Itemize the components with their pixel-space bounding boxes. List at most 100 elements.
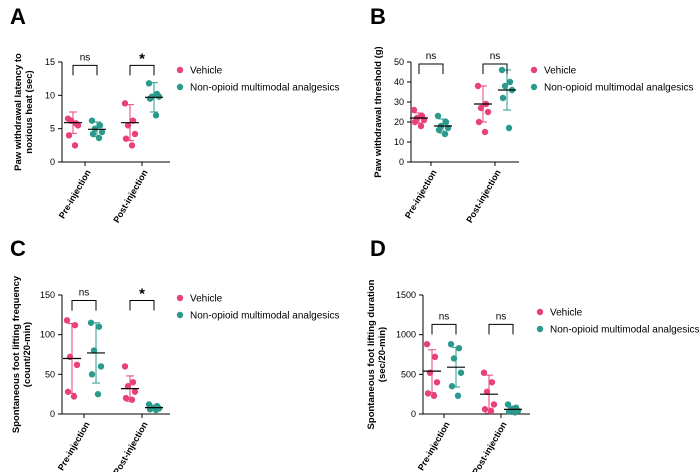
y-tick-label: 5 [50,124,55,134]
data-point [499,94,507,102]
data-point [121,100,129,107]
data-point [441,130,449,138]
data-point [450,355,458,362]
data-point [423,340,431,348]
legend-label: Non-opioid multimodal analgesics [190,311,340,322]
data-point [484,108,492,116]
y-tick-label: 20 [394,117,404,127]
data-point [64,388,72,395]
data-point [71,142,79,149]
data-point [74,122,82,129]
significance-bracket [418,63,444,74]
data-point [430,392,438,399]
significance-bracket [129,64,155,76]
data-point [70,393,78,400]
data-point [483,388,491,395]
x-category-label: Post-injection [111,168,149,225]
data-point [124,122,132,129]
legend-marker [530,66,538,74]
data-point [155,93,163,100]
y-axis-label: Paw withdrawal threshold (g) [373,46,384,177]
legend-marker [176,294,184,302]
panel-letter: B [370,4,386,29]
y-axis-label: Paw withdrawal latency tonoxious heat (s… [13,53,35,171]
y-axis-label: Spontaneous foot lifting duration(sec/20… [366,279,388,429]
data-point [487,407,495,415]
x-category-label: Post-injection [111,420,149,472]
y-axis-label-line: (sec/20-min) [377,327,388,382]
significance-bracket [71,300,97,311]
data-point [474,82,482,90]
data-point [128,396,136,403]
legend-label: Vehicle [190,294,223,305]
y-tick-label: 0 [50,409,55,419]
legend-label: Vehicle [190,66,223,77]
y-axis-label-line: noxious heat (sec) [24,70,35,153]
data-point [442,118,450,126]
significance-label: ns [80,52,91,63]
data-point [435,126,443,134]
y-tick-label: 50 [394,57,404,67]
data-point [505,124,513,132]
significance-label: ns [496,311,507,322]
data-point [417,122,425,130]
y-tick-label: 0 [50,157,55,167]
data-point [498,66,506,74]
x-category-label: Post-injection [464,168,502,225]
data-point [124,383,132,390]
data-point [122,135,130,142]
data-point [89,130,97,138]
y-tick-label: 30 [394,97,404,107]
data-point [131,130,139,138]
y-axis-label-line: Paw withdrawal threshold (g) [373,46,384,177]
y-tick-label: 1000 [396,330,416,340]
data-point [481,406,489,413]
x-category-label: Pre-injection [57,168,93,220]
y-tick-label: 15 [45,57,55,67]
data-point [457,369,465,376]
y-tick-label: 1500 [396,290,416,300]
y-axis-label-line: (count/20-min) [22,322,33,387]
legend-label: Vehicle [550,308,583,319]
data-point [490,401,498,408]
data-point [488,379,496,386]
data-point [66,353,74,361]
panel-B: B 0 10 20 30 40 50 Pre-injection Post-injection P… [370,4,694,225]
data-point [131,388,139,395]
data-point [129,379,137,386]
legend-marker [530,83,538,91]
y-axis-label-line: Paw withdrawal latency to [13,53,24,171]
legend-marker [536,325,544,333]
legend-label: Non-opioid multimodal analgesics [550,325,700,336]
data-point [98,128,106,136]
data-point [122,394,130,402]
data-point [65,132,73,139]
significance-bracket [488,323,514,335]
data-point [145,80,153,87]
y-tick-label: 0 [411,409,416,419]
significance-bracket [129,300,155,311]
data-point [454,392,462,399]
data-point [146,95,154,102]
significance-label: ns [426,51,437,62]
data-point [90,347,98,354]
data-point [152,406,160,414]
data-point [121,363,129,370]
data-point [434,112,442,120]
data-point [455,344,463,352]
significance-label: * [139,286,145,303]
data-point [477,104,485,112]
legend-label: Non-opioid multimodal analgesics [190,83,340,94]
data-point [95,323,103,330]
y-axis-label-line: Spontaneous foot lifting duration [366,279,377,429]
panel-A: A 0 5 10 15 Pre-injection Post-injection Paw wi… [10,4,340,225]
data-point [424,390,432,397]
legend-label: Non-opioid multimodal analgesics [544,83,694,94]
significance-bracket [482,63,508,74]
y-axis-label: Spontaneous foot lifting frequency(count… [11,275,33,433]
data-point [511,409,519,416]
data-point [410,106,418,114]
y-tick-label: 150 [40,290,55,300]
data-point [475,118,483,126]
